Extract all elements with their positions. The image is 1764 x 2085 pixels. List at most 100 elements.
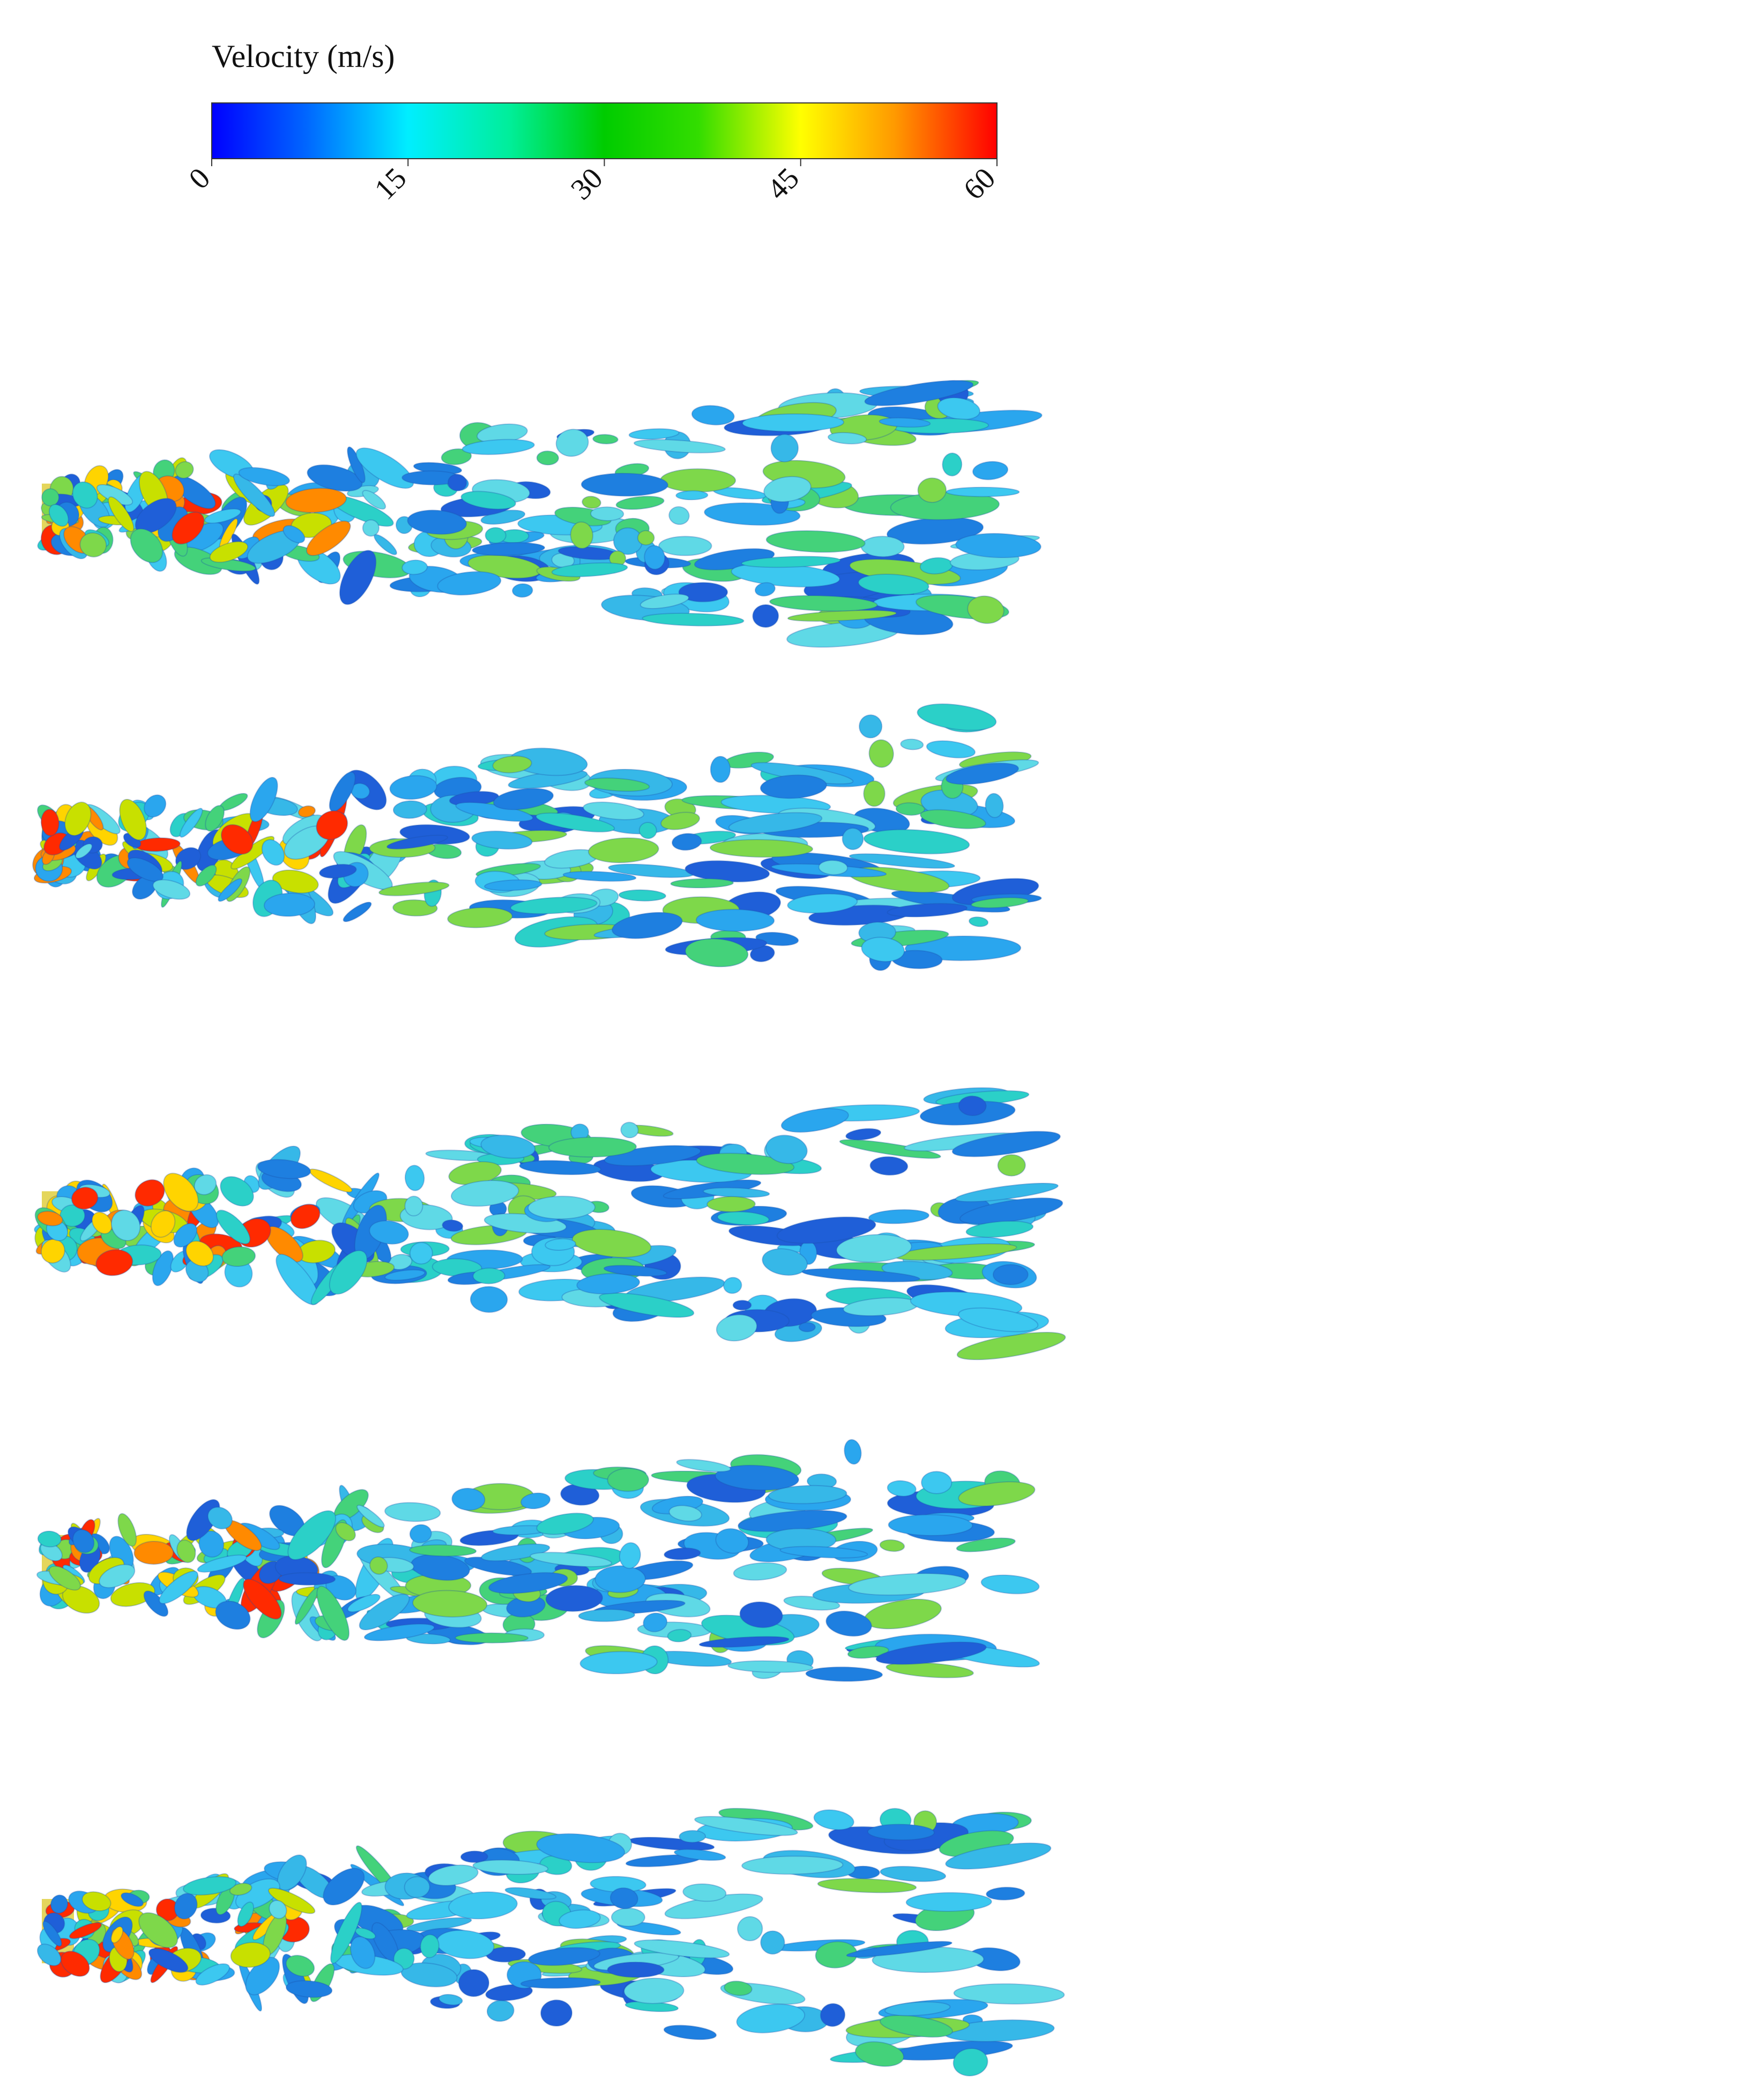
vortex-blob [634, 1939, 730, 1958]
vortex-blob [36, 1943, 62, 1967]
vortex-blob [888, 1514, 973, 1537]
vortex-blob [555, 428, 589, 457]
vortex-blob [329, 1250, 368, 1295]
vortex-blob [221, 1246, 256, 1267]
vortex-blob [470, 1286, 508, 1313]
vortex-blob [37, 1530, 62, 1548]
vortex-blob [272, 869, 319, 894]
vortex-blob [548, 1137, 637, 1158]
vortex-blob [527, 1196, 596, 1220]
vortex-blob [110, 1582, 155, 1607]
vortex-blob [675, 490, 709, 501]
vortex-blob [900, 738, 924, 751]
vortex-blob [355, 447, 414, 489]
vortex-blob [847, 1645, 889, 1659]
vortex-blob [267, 1887, 316, 1915]
vortex-blob [728, 812, 823, 834]
vortex-blob [528, 1947, 601, 1966]
tick-label: 60 [957, 161, 1002, 206]
vortex-blob [676, 1459, 731, 1472]
vortex-blob [971, 897, 1029, 909]
vortex-blob [691, 405, 735, 426]
vortex-blob [285, 1955, 315, 1977]
vortex-blob [813, 1809, 854, 1830]
vortex-blob [997, 1154, 1026, 1177]
vortex-blob [536, 450, 560, 466]
vortex-blob [133, 1541, 174, 1565]
vortex-blob [684, 938, 749, 968]
vortex-blob [607, 1467, 650, 1492]
vortex-blob [946, 762, 1019, 785]
vortex-blob [959, 1197, 1063, 1225]
vortex-blob [972, 461, 1009, 480]
vortex-blob [48, 504, 69, 527]
vortex-blob [110, 1926, 124, 1943]
vortex-blob [570, 521, 593, 549]
vortex-blob [582, 495, 601, 509]
vortex-blob [736, 2004, 806, 2034]
vortex-blob [316, 810, 348, 840]
vortex-blob [510, 896, 598, 915]
vortex-blob [798, 1322, 816, 1332]
vortex-blob [359, 1593, 410, 1630]
vortex-blob [643, 1612, 668, 1633]
plume [37, 380, 1043, 648]
vortex-blob [230, 1942, 271, 1968]
vortex-blob [710, 755, 731, 783]
vortex-blob [967, 595, 1004, 624]
vortex-blob [442, 1219, 464, 1232]
vortex-blob [220, 824, 254, 855]
vortex-blob [261, 839, 285, 866]
vortex-blob [868, 739, 894, 768]
vortex-blob [437, 571, 502, 596]
vortex-blob [277, 1854, 307, 1891]
vortex-blob [316, 1585, 350, 1641]
vortex-blob [257, 1159, 311, 1179]
vortex-blob [179, 807, 203, 838]
vortex-blob [741, 555, 841, 568]
vortex-blob [760, 1930, 785, 1955]
vortex-blob [599, 1292, 695, 1318]
vortex-blob [817, 1878, 917, 1894]
vortex-blob [779, 1546, 868, 1559]
vortex-blob [752, 604, 779, 628]
vortex-blob [363, 1623, 435, 1642]
vortex-blob [172, 511, 205, 545]
vortex-blob [776, 1216, 876, 1244]
vortex-blob [670, 878, 734, 889]
vortex-blob [237, 1901, 255, 1927]
vortex-blob [674, 1849, 726, 1861]
vortex-blob [72, 1529, 95, 1553]
vortex-blob [285, 1980, 333, 1998]
vortex-blob [472, 542, 546, 556]
vortex-blob [612, 912, 683, 939]
vortex-blob [706, 1196, 756, 1213]
vortex-blob [836, 1234, 912, 1263]
vortex-blob [319, 864, 357, 879]
vortex-blob [969, 916, 989, 928]
vortex-blob [249, 777, 278, 822]
vortex-blob [447, 907, 513, 929]
vortex-blob [48, 1565, 81, 1591]
vortex-blob [921, 1471, 952, 1494]
vortex-blob [455, 1632, 529, 1644]
vortex-blob [951, 1131, 1061, 1157]
vortex-blob [95, 1249, 133, 1277]
vortex-blob [727, 1660, 814, 1673]
vortex-blob [484, 879, 542, 892]
vortex-blob [185, 1240, 214, 1267]
vortex-blob [285, 487, 347, 513]
vortex-blob [229, 1882, 252, 1896]
vortex-blob [884, 2001, 951, 2016]
vortex-blob [583, 802, 644, 820]
vortex-blob [920, 809, 986, 829]
vortex-blob [780, 1108, 849, 1133]
vortex-blob [620, 1122, 639, 1139]
vortex-blob [863, 780, 885, 807]
vortex-blob [389, 775, 437, 800]
vortex-blob [504, 1887, 557, 1900]
vortex-blob [787, 893, 858, 914]
vortex-blob [50, 1894, 69, 1914]
vortex-blob [535, 812, 615, 833]
